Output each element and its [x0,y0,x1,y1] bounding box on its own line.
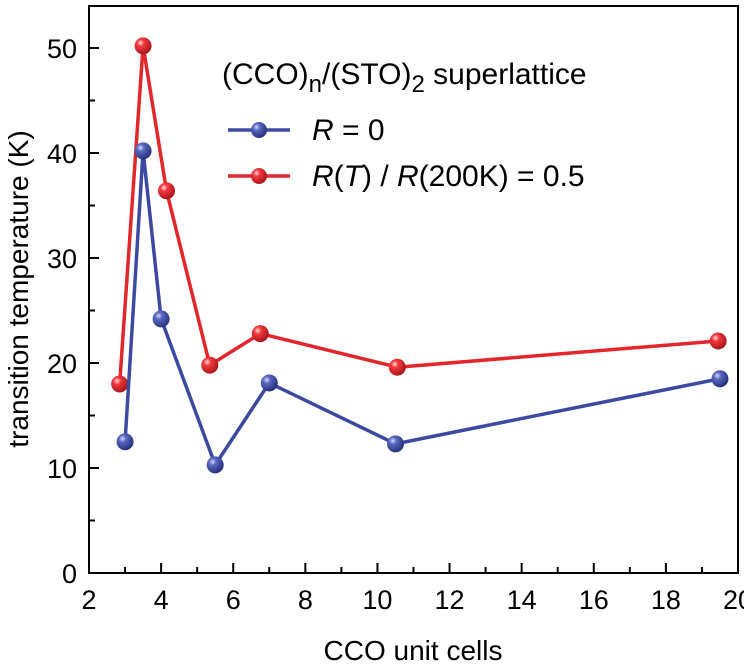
y-tick-label: 50 [47,34,77,64]
legend-label-r0-rest: = 0 [334,114,385,147]
data-point-blue [711,370,729,388]
y-tick-label: 20 [47,349,77,379]
data-point-blue [206,456,224,474]
y-tick-label: 10 [47,454,77,484]
legend-title-cco: (CCO) [222,58,309,91]
x-tick-label: 20 [723,585,744,615]
x-axis-ticks: 2 4 6 8 10 12 14 16 18 20 [81,563,744,615]
data-point-blue [152,310,170,328]
x-tick-label: 12 [435,585,465,615]
legend-title-rest: superlattice [425,58,587,91]
data-point-red [201,356,219,374]
data-point-blue [386,435,404,453]
legend: (CCO)n/(STO)2 superlattice R = 0 R(T) / … [222,58,587,193]
legend-marker-blue [251,122,267,138]
y-tick-label: 30 [47,244,77,274]
legend-label-r0-r: R [312,114,334,147]
x-tick-label: 8 [298,585,313,615]
legend-label-ratio-p1: ( [334,160,344,193]
y-tick-label: 40 [47,139,77,169]
legend-label-r0: R = 0 [312,114,385,147]
series-layer [111,37,729,474]
legend-title-sub-2: 2 [411,71,424,98]
legend-label-ratio-t: T [344,160,365,193]
x-tick-label: 16 [579,585,609,615]
data-point-red [111,375,129,393]
legend-label-ratio-r1: R [312,160,334,193]
series-line-blue [123,149,721,467]
data-point-red [388,358,406,376]
data-point-blue [260,374,278,392]
legend-title: (CCO)n/(STO)2 superlattice [222,58,587,98]
legend-label-ratio-p2: ) / [362,160,397,193]
x-tick-label: 18 [651,585,681,615]
legend-label-ratio-r2: R [397,160,419,193]
series-blue [116,142,729,474]
legend-title-sto: /(STO) [322,58,411,91]
data-point-blue [116,433,134,451]
x-tick-label: 14 [507,585,537,615]
data-point-red [251,325,269,343]
y-tick-label: 0 [62,559,77,589]
legend-label-ratio: R(T) / R(200K) = 0.5 [312,160,585,193]
data-point-blue [134,142,152,160]
legend-marker-red [251,168,267,184]
series-red [111,37,727,393]
data-point-red [709,332,727,350]
legend-title-sub-n: n [309,71,322,98]
data-point-red [158,182,176,200]
data-point-red [134,37,152,55]
y-axis-ticks: 0 10 20 30 40 50 [47,34,99,589]
x-axis-title: CCO unit cells [324,635,503,666]
x-tick-label: 6 [226,585,241,615]
y-axis-title: transition temperature (K) [3,130,34,447]
x-tick-label: 2 [81,585,96,615]
legend-label-ratio-p3: (200K) = 0.5 [419,160,585,193]
x-tick-label: 10 [362,585,392,615]
x-tick-label: 4 [154,585,169,615]
